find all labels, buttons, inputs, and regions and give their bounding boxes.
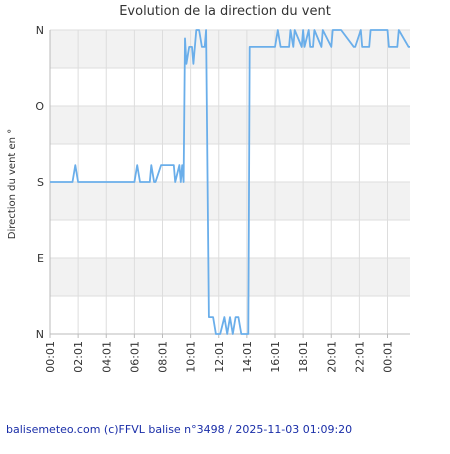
background-bands — [50, 30, 410, 334]
y-tick-label: E — [37, 252, 44, 265]
x-tick-label: 00:01 — [44, 341, 57, 373]
x-tick-label: 02:01 — [72, 341, 85, 373]
y-tick-label: S — [37, 176, 44, 189]
band-0 — [50, 296, 410, 334]
x-tick-label: 04:01 — [100, 341, 113, 373]
band-1 — [50, 258, 410, 296]
y-tick-labels: N E S O N — [35, 24, 44, 341]
y-axis-title: Direction du vent en ° — [7, 129, 18, 239]
band-4 — [50, 144, 410, 182]
footer-credit: balisemeteo.com (c)FFVL balise n°3498 / … — [6, 423, 353, 436]
x-tick-label: 06:01 — [128, 341, 141, 373]
y-tick-label: N — [36, 24, 44, 37]
band-5 — [50, 106, 410, 144]
y-tick-label: N — [36, 328, 44, 341]
x-tick-label: 22:01 — [353, 341, 366, 373]
band-3 — [50, 182, 410, 220]
x-tick-label: 10:01 — [185, 341, 198, 373]
band-2 — [50, 220, 410, 258]
x-tick-label: 16:01 — [269, 341, 282, 373]
x-tick-label: 20:01 — [325, 341, 338, 373]
x-tick-label: 18:01 — [297, 341, 310, 373]
band-7 — [50, 30, 410, 68]
x-tick-label: 08:01 — [157, 341, 170, 373]
y-tick-label: O — [35, 100, 44, 113]
band-6 — [50, 68, 410, 106]
series-line-0 — [50, 29, 410, 335]
chart-title: Evolution de la direction du vent — [119, 4, 331, 19]
series-layer — [50, 29, 410, 335]
x-tick-label: 12:01 — [213, 341, 226, 373]
x-tick-label: 00:01 — [382, 341, 395, 373]
x-tick-label: 14:01 — [241, 341, 254, 373]
x-tick-labels: 00:01 02:01 04:01 06:01 08:01 10:01 12:01 14:01… — [44, 341, 395, 373]
